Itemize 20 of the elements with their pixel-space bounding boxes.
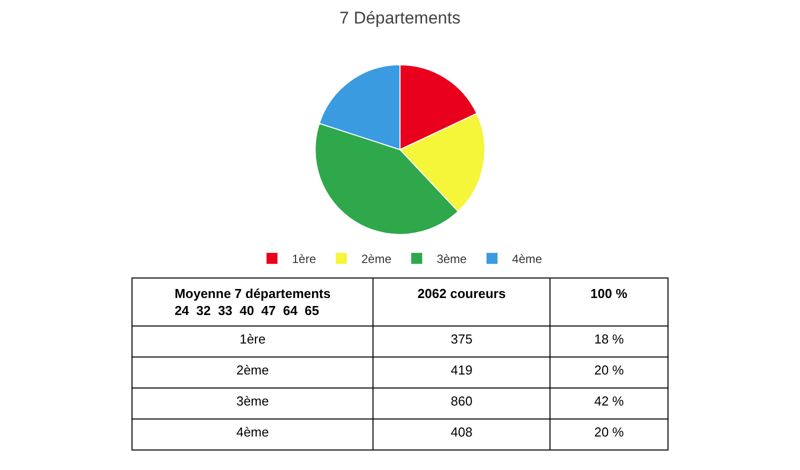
legend-label: 4ème xyxy=(512,252,542,266)
text: 375 xyxy=(450,332,472,347)
chart-title: 7 Départements xyxy=(340,8,460,28)
text: 2062 coureurs xyxy=(418,286,506,301)
text: 419 xyxy=(450,362,472,378)
text: 408 xyxy=(450,424,472,440)
text: 18 % xyxy=(594,332,624,347)
category-label: 4ème xyxy=(236,424,269,440)
category-label: 1ère xyxy=(240,332,266,347)
text: 42 % xyxy=(594,394,624,409)
legend-label: 3ème xyxy=(436,252,468,266)
text: 860 xyxy=(450,394,472,409)
text: 20 % xyxy=(594,424,624,440)
text: 100 % xyxy=(590,286,628,301)
text: Moyenne 7 départements 24 32 33 40 47 64 65 xyxy=(174,286,331,318)
category-label: 2ème xyxy=(236,362,269,378)
text: 20 % xyxy=(594,362,624,378)
legend-label: 2ème xyxy=(361,252,392,266)
legend-label: 1ère xyxy=(292,252,316,266)
category-label: 3ème xyxy=(236,394,269,409)
